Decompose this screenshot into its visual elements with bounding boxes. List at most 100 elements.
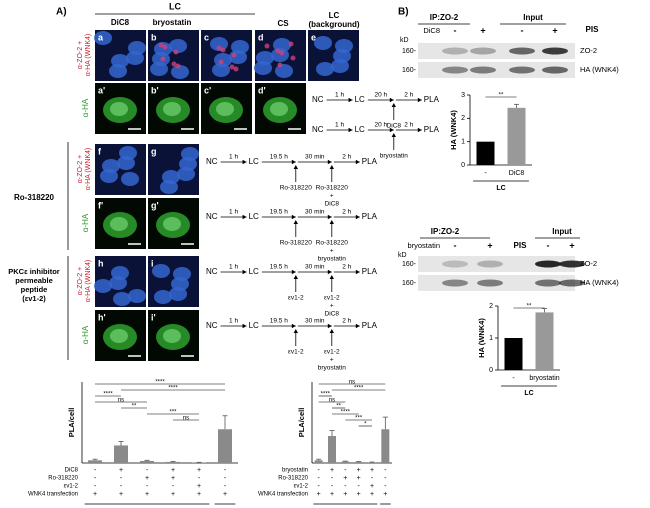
- scheme-node: NC: [206, 157, 218, 166]
- addition-label: bryostatin: [318, 365, 347, 372]
- cell-core: [163, 102, 181, 116]
- bar: [368, 462, 376, 463]
- blot-group: IP:ZO-2: [431, 227, 460, 236]
- condition-sign: -: [371, 475, 374, 482]
- condition-sign: -: [344, 467, 347, 474]
- arrowhead: [293, 275, 298, 279]
- addition-label: DiC8: [387, 123, 402, 130]
- bar: [88, 460, 102, 463]
- condition-sign: -: [146, 483, 149, 490]
- condition-sign: -: [331, 483, 334, 490]
- band: [542, 66, 568, 74]
- addition-label: +: [330, 303, 334, 310]
- condition-sign: -: [317, 483, 320, 490]
- image-letter: b: [151, 32, 157, 42]
- cell-core: [163, 217, 181, 231]
- significance-label: ****: [168, 386, 178, 392]
- significance-label: ns: [118, 398, 124, 404]
- condition-sign: -: [384, 483, 387, 490]
- arrowhead: [355, 159, 360, 165]
- kd-label: kD: [398, 252, 407, 259]
- condition-sign: +: [197, 491, 201, 498]
- addition-label: bryostatin: [380, 153, 409, 160]
- marker-label: 160-: [402, 67, 417, 74]
- time-label: 19.5 h: [270, 154, 288, 161]
- column-header: LC: [329, 11, 340, 20]
- significance-label: **: [527, 304, 532, 310]
- bar: [507, 107, 526, 165]
- scheme-node: LC: [249, 157, 259, 166]
- treatment-label: DiC8: [423, 26, 440, 35]
- arrowhead: [391, 103, 396, 107]
- nucleus: [152, 264, 170, 278]
- time-label: 30 min: [305, 264, 325, 271]
- lane-sign: -: [547, 240, 550, 250]
- addition-label: bryostatin: [318, 256, 347, 263]
- pla-signal: [279, 50, 285, 56]
- time-label: 2 h: [342, 318, 351, 325]
- condition-sign: -: [357, 483, 360, 490]
- nucleus: [126, 51, 144, 65]
- significance-label: ns: [329, 398, 335, 404]
- band: [477, 260, 503, 268]
- nucleus: [169, 39, 187, 53]
- nucleus: [109, 276, 127, 290]
- condition-sign: +: [223, 491, 227, 498]
- addition-label: DiC8: [325, 311, 340, 318]
- arrowhead: [291, 323, 296, 329]
- significance-label: **: [499, 93, 504, 99]
- treatment-label: (εv1-2): [22, 294, 46, 303]
- bar: [114, 445, 128, 463]
- nucleus: [113, 292, 131, 306]
- row-label: α-HA (WNK4): [85, 34, 92, 77]
- band: [442, 47, 468, 55]
- image-letter: e: [311, 32, 316, 42]
- significance-label: **: [336, 404, 341, 410]
- condition-sign: +: [383, 491, 387, 498]
- kd-label: kD: [400, 37, 409, 44]
- group-label: LC: [524, 390, 533, 397]
- y-tick-label: 3: [461, 92, 465, 99]
- row-label: α-HA (WNK4): [85, 148, 92, 191]
- y-tick-label: 0: [489, 367, 493, 374]
- y-tick-label: 0: [461, 162, 465, 169]
- significance-label: *: [364, 422, 367, 428]
- scheme-node: PLA: [362, 321, 378, 330]
- nucleus: [212, 63, 230, 77]
- condition-sign: -: [384, 475, 387, 482]
- condition-sign: -: [120, 483, 123, 490]
- condition-sign: -: [224, 483, 227, 490]
- condition-label: WNK4 transfection: [28, 492, 78, 498]
- condition-label: bryostatin: [282, 468, 308, 474]
- significance-label: ****: [155, 380, 165, 386]
- lane-sign: +: [487, 240, 492, 250]
- scheme-node: LC: [249, 321, 259, 330]
- band: [442, 260, 468, 268]
- band: [442, 279, 468, 287]
- column-header: DiC8: [111, 18, 130, 27]
- pla-signal: [229, 64, 235, 70]
- pla-signal: [220, 47, 226, 53]
- nucleus: [154, 290, 172, 304]
- arrowhead: [329, 275, 334, 279]
- addition-label: Ro-318220: [316, 240, 349, 247]
- nucleus: [128, 289, 146, 303]
- condition-sign: +: [197, 467, 201, 474]
- row-label: α-HA: [81, 98, 90, 117]
- nucleus: [121, 172, 139, 186]
- time-label: 20 h: [374, 122, 387, 129]
- nucleus: [177, 167, 195, 181]
- blot-group: Input: [552, 227, 572, 236]
- scheme-node: PLA: [362, 212, 378, 221]
- condition-sign: +: [357, 491, 361, 498]
- arrowhead: [355, 269, 360, 275]
- condition-sign: +: [171, 491, 175, 498]
- bar: [314, 460, 323, 463]
- condition-sign: +: [171, 467, 175, 474]
- time-label: 30 min: [305, 154, 325, 161]
- band-label: ZO-2: [580, 46, 597, 55]
- marker-label: 160-: [402, 261, 417, 268]
- nucleus: [229, 50, 247, 64]
- band: [542, 47, 568, 55]
